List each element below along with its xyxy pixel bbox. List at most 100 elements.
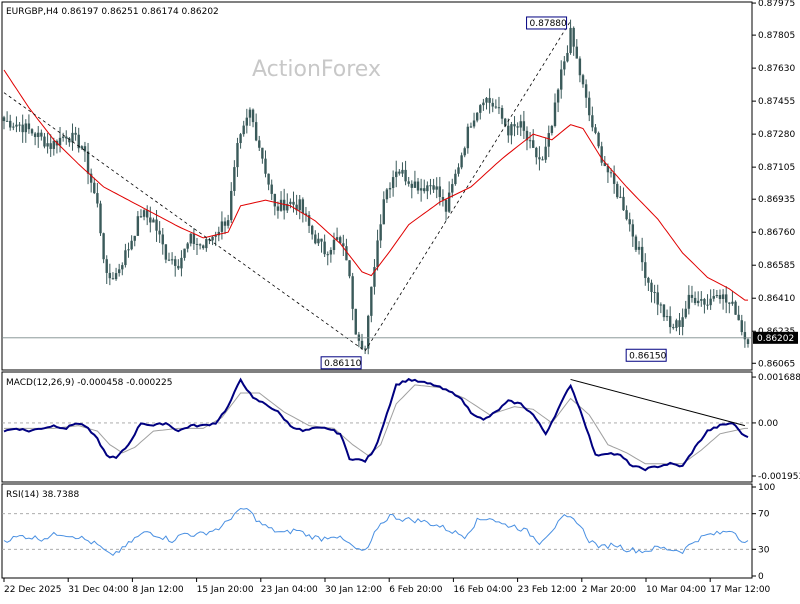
- candle-body: [519, 121, 522, 128]
- candle-body: [117, 269, 121, 274]
- candle-body: [457, 167, 460, 174]
- candle-body: [637, 246, 641, 250]
- macd-trend-line: [570, 378, 746, 427]
- candle-body: [438, 186, 442, 198]
- candle-body: [398, 171, 401, 174]
- candle-body: [696, 300, 700, 304]
- candle-body: [513, 124, 516, 127]
- candle-body: [254, 122, 258, 141]
- candle-body: [600, 146, 603, 163]
- candle-body: [220, 221, 224, 232]
- rsi-plot: [2, 507, 752, 556]
- candle-body: [423, 188, 426, 192]
- candle-body: [391, 177, 395, 188]
- candle-body: [435, 186, 438, 190]
- candle-body: [304, 213, 308, 216]
- price-tick-label: 0.86760: [758, 228, 795, 238]
- candle-body: [348, 260, 351, 277]
- candle-body: [89, 173, 93, 183]
- candle-body: [167, 259, 171, 261]
- price-tick-label: 0.86410: [758, 294, 795, 304]
- candle-body: [264, 158, 267, 174]
- macd-signal-line: [4, 384, 748, 465]
- candle-body: [373, 267, 376, 287]
- candle-body: [326, 254, 329, 256]
- candle-body: [541, 159, 544, 161]
- candle-body: [96, 193, 99, 204]
- moving-average-line: [3, 69, 748, 301]
- candle-body: [553, 102, 557, 126]
- candle-body: [180, 257, 183, 269]
- candle-body: [606, 166, 610, 173]
- candle-body: [93, 182, 96, 194]
- candle-body: [447, 192, 451, 212]
- candle-body: [625, 210, 628, 220]
- candle-body: [226, 220, 230, 226]
- price-axis: 0.87975 0.87805 0.87630 0.87455 0.87280 0.871…: [752, 0, 798, 369]
- candle-body: [575, 46, 578, 59]
- candle-body: [385, 189, 389, 200]
- candle-body: [644, 262, 647, 278]
- candle-body: [177, 265, 180, 269]
- candle-body: [675, 320, 678, 328]
- candle-body: [251, 109, 255, 123]
- candle-body: [205, 239, 208, 249]
- candle-body: [21, 124, 24, 133]
- last-price-box: [753, 331, 798, 344]
- candle-body: [656, 292, 659, 305]
- macd-axis: 0.001688 0.00 -0.001953: [752, 373, 800, 482]
- candle-body: [647, 277, 650, 283]
- watermark: ActionForex: [252, 57, 381, 82]
- candle-body: [43, 136, 46, 147]
- candle-body: [83, 146, 87, 152]
- candle-body: [149, 217, 152, 223]
- candle-body: [640, 246, 644, 263]
- candle-body: [401, 169, 404, 174]
- macd-panel-frame: [1, 371, 753, 483]
- rsi-tick-label: 70: [758, 510, 770, 520]
- candle-body: [74, 132, 77, 135]
- candle-body: [292, 201, 295, 205]
- candle-body: [52, 140, 56, 149]
- price-panel-frame: [1, 1, 753, 371]
- price-label: 0.87880: [530, 19, 567, 29]
- candle-body: [681, 317, 684, 327]
- candle-body: [429, 185, 432, 187]
- trend-line: [364, 20, 571, 352]
- candle-body: [345, 246, 348, 261]
- candle-body: [124, 250, 127, 266]
- candle-body: [307, 215, 311, 226]
- candle-body: [556, 89, 560, 103]
- candle-body: [721, 294, 725, 299]
- candle-body: [230, 190, 233, 221]
- candle-body: [728, 302, 731, 304]
- candle-body: [454, 173, 457, 185]
- macd-tick-label: 0.00: [758, 419, 778, 429]
- candle-body: [139, 216, 143, 218]
- candle-body: [314, 234, 317, 244]
- candle-body: [363, 348, 367, 350]
- candle-body: [410, 183, 413, 188]
- candle-body: [61, 136, 65, 138]
- candle-body: [342, 243, 345, 247]
- candle-body: [581, 75, 585, 85]
- candle-body: [382, 199, 385, 225]
- candle-body: [494, 106, 498, 108]
- candle-body: [631, 224, 635, 237]
- candle-body: [584, 84, 588, 98]
- candle-body: [351, 276, 354, 309]
- candle-body: [678, 320, 681, 327]
- candle-body: [236, 143, 239, 168]
- candle-body: [133, 235, 136, 241]
- candle-body: [668, 316, 672, 328]
- candle-body: [15, 124, 18, 127]
- candle-body: [152, 219, 155, 223]
- candle-body: [108, 272, 112, 279]
- candle-body: [563, 61, 566, 70]
- time-axis: 22 Dec 2025 31 Dec 04:00 8 Jan 12:00 15 Jan…: [3, 578, 771, 595]
- candle-body: [743, 332, 747, 340]
- price-plot: 0.87880 0.86110 0.86150: [2, 16, 752, 370]
- candle-body: [715, 295, 719, 297]
- candle-body: [136, 216, 140, 236]
- price-tick-label: 0.87455: [758, 97, 795, 107]
